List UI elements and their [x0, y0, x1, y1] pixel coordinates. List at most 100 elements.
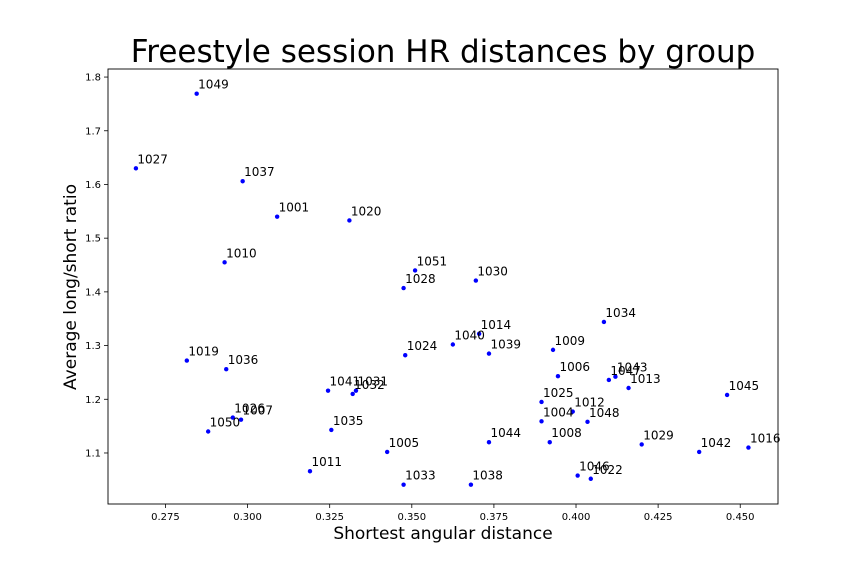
data-point — [468, 482, 474, 487]
point-label: 1001 — [279, 201, 310, 215]
y-tick-label: 1.2 — [85, 395, 101, 406]
data-point — [585, 419, 590, 425]
point-label: 1026 — [234, 402, 265, 416]
data-point — [133, 166, 139, 171]
data-point — [412, 268, 418, 273]
data-point — [550, 347, 556, 353]
point-label: 1012 — [574, 396, 605, 410]
data-point — [539, 419, 544, 424]
x-tick-label: 0.325 — [315, 512, 344, 523]
point-label: 1028 — [405, 272, 436, 286]
data-point — [401, 285, 406, 291]
point-label: 1025 — [543, 386, 574, 400]
data-point — [353, 388, 359, 393]
point-label: 1005 — [389, 436, 420, 450]
point-label: 1008 — [551, 426, 582, 440]
point-label: 1049 — [198, 78, 229, 92]
data-point — [384, 449, 390, 455]
point-label: 1046 — [579, 460, 610, 474]
point-label: 1007 — [243, 404, 274, 418]
data-point — [547, 440, 552, 445]
data-point — [403, 353, 408, 358]
data-point — [184, 358, 190, 363]
point-label: 1045 — [729, 379, 760, 393]
data-point — [350, 391, 355, 397]
data-point — [626, 385, 631, 391]
data-point — [476, 331, 482, 336]
point-label: 1034 — [605, 306, 636, 320]
data-point — [539, 399, 544, 405]
point-label: 1004 — [543, 405, 574, 419]
y-tick-label: 1.5 — [85, 234, 101, 245]
point-label: 1048 — [589, 406, 620, 420]
data-point — [307, 469, 313, 474]
point-label: 1016 — [750, 432, 781, 446]
data-point — [230, 415, 236, 420]
point-label: 1006 — [559, 360, 590, 374]
y-tick-label: 1.1 — [85, 448, 101, 459]
y-tick-label: 1.7 — [85, 126, 101, 137]
point-label: 1035 — [333, 414, 364, 428]
data-points: 1049 1027 1037 1001 1020 1010 1051 1030 1028 1034… — [133, 78, 781, 487]
point-label: 1030 — [477, 265, 508, 279]
point-label: 1009 — [555, 334, 586, 348]
point-label: 1011 — [311, 455, 342, 469]
x-tick-label: 0.350 — [397, 512, 426, 523]
data-point — [606, 377, 612, 383]
point-label: 1041 — [330, 375, 361, 389]
point-label: 1020 — [351, 204, 382, 218]
data-point — [401, 482, 406, 487]
data-point — [274, 214, 280, 219]
data-point — [601, 319, 607, 325]
data-point — [194, 91, 199, 96]
point-label: 1033 — [405, 469, 436, 483]
x-tick-label: 0.400 — [562, 512, 591, 523]
point-label: 1044 — [490, 426, 521, 440]
point-label: 1039 — [490, 338, 521, 352]
data-point — [473, 278, 479, 283]
y-axis: 1.1 1.2 1.3 1.4 1.5 1.6 1.7 1.8 — [85, 73, 108, 459]
data-point — [486, 351, 492, 356]
x-axis-label: Shortest angular distance — [333, 524, 552, 544]
point-label: 1027 — [137, 152, 168, 166]
data-point — [613, 374, 618, 379]
point-label: 1037 — [244, 165, 275, 179]
point-label: 1040 — [454, 329, 485, 343]
data-point — [639, 442, 644, 447]
plot-area — [107, 68, 779, 505]
point-label: 1043 — [617, 361, 648, 375]
data-point — [347, 218, 352, 223]
point-label: 1031 — [357, 375, 388, 389]
data-point — [450, 342, 456, 347]
data-point — [724, 392, 730, 398]
x-tick-label: 0.450 — [726, 512, 755, 523]
point-label: 1014 — [481, 318, 512, 332]
data-point — [238, 417, 244, 422]
point-label: 1047 — [610, 364, 641, 378]
x-tick-label: 0.375 — [480, 512, 509, 523]
data-point — [222, 260, 227, 265]
point-label: 1029 — [643, 428, 674, 442]
y-tick-label: 1.3 — [85, 341, 101, 352]
chart-title: Freestyle session HR distances by group — [131, 34, 756, 70]
data-point — [570, 409, 575, 414]
data-point — [325, 388, 331, 393]
x-tick-label: 0.300 — [233, 512, 262, 523]
data-point — [746, 445, 751, 450]
data-point — [205, 429, 211, 434]
point-label: 1036 — [228, 353, 259, 367]
y-axis-label: Average long/short ratio — [61, 184, 81, 390]
y-tick-label: 1.6 — [85, 180, 101, 191]
point-label: 1042 — [701, 436, 732, 450]
y-tick-label: 1.4 — [85, 287, 101, 298]
y-tick-label: 1.8 — [85, 73, 101, 84]
x-tick-label: 0.275 — [151, 512, 180, 523]
data-point — [329, 427, 334, 433]
x-axis: 0.275 0.300 0.325 0.350 0.375 0.400 0.425 0.450 — [151, 504, 755, 523]
point-label: 1051 — [417, 254, 448, 268]
point-label: 1032 — [354, 378, 385, 392]
point-label: 1010 — [226, 246, 257, 260]
point-label: 1022 — [592, 463, 623, 477]
point-label: 1013 — [630, 372, 661, 386]
